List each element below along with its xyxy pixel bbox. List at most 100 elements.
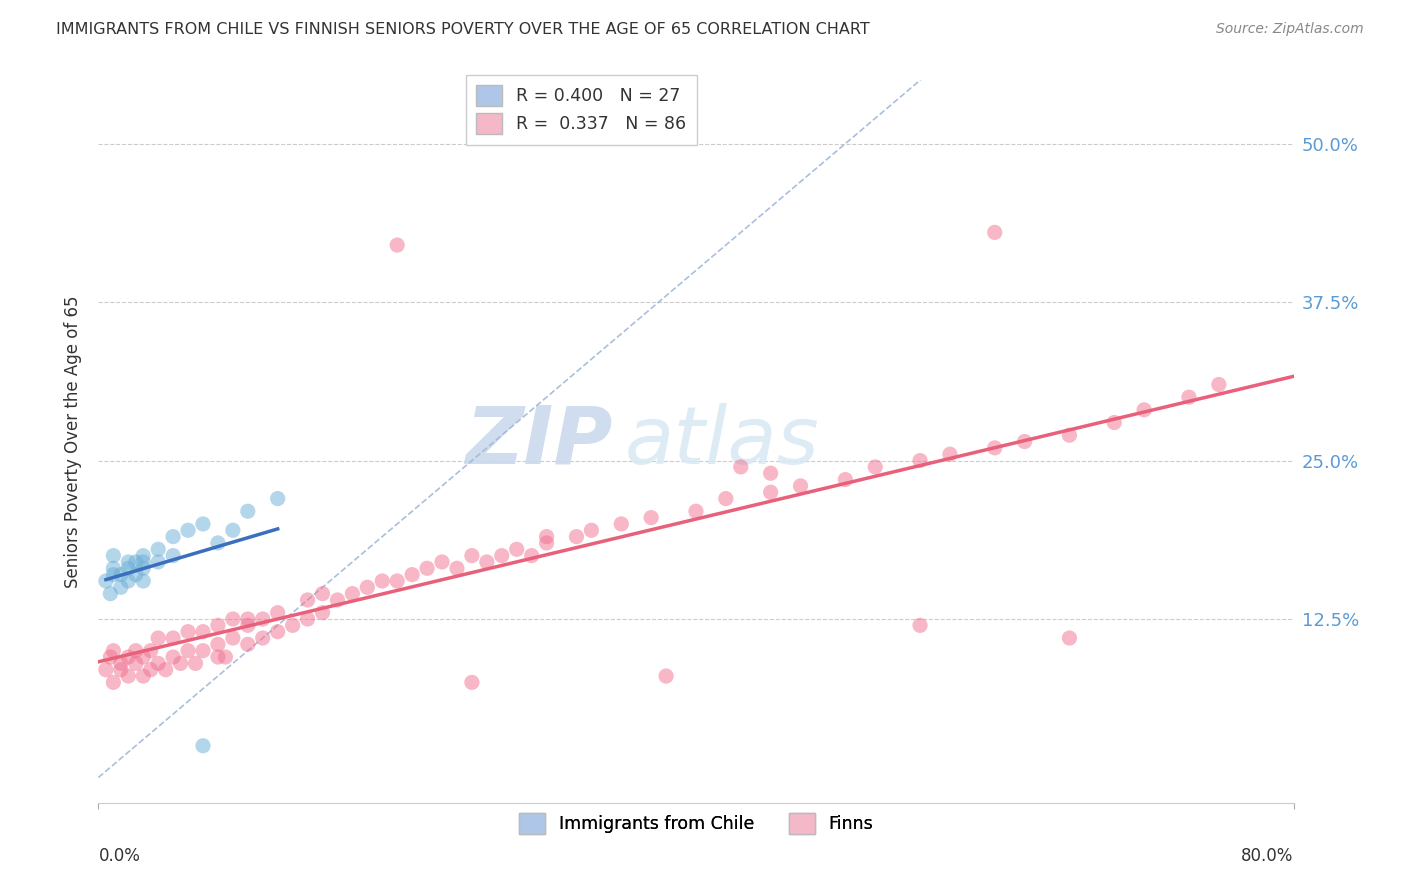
Point <box>110 580 132 594</box>
Point <box>446 561 468 575</box>
Point <box>834 473 856 487</box>
Point <box>730 459 752 474</box>
Point <box>222 631 245 645</box>
Point <box>685 504 707 518</box>
Point <box>214 650 236 665</box>
Point <box>132 549 155 563</box>
Point <box>139 663 162 677</box>
Point <box>132 650 155 665</box>
Point <box>148 555 170 569</box>
Point <box>125 555 148 569</box>
Point <box>132 669 155 683</box>
Point <box>385 574 409 588</box>
Point <box>117 650 139 665</box>
Point <box>236 637 259 651</box>
Point <box>1104 416 1126 430</box>
Point <box>125 643 148 657</box>
Point <box>117 574 139 588</box>
Point <box>1133 402 1156 417</box>
Point <box>1178 390 1201 404</box>
Point <box>94 663 117 677</box>
Point <box>236 504 259 518</box>
Point <box>506 542 529 557</box>
Point <box>177 523 200 537</box>
Point <box>908 453 931 467</box>
Point <box>385 238 409 252</box>
Point <box>207 536 229 550</box>
Point <box>311 606 333 620</box>
Point <box>311 587 333 601</box>
Point <box>865 459 887 474</box>
Point <box>267 491 290 506</box>
Text: 0.0%: 0.0% <box>98 847 141 865</box>
Point <box>117 555 139 569</box>
Point <box>94 574 117 588</box>
Point <box>191 624 214 639</box>
Point <box>125 567 148 582</box>
Point <box>103 561 125 575</box>
Point <box>169 657 191 671</box>
Point <box>281 618 304 632</box>
Point <box>103 567 125 582</box>
Point <box>162 650 184 665</box>
Point <box>132 555 155 569</box>
Point <box>222 612 245 626</box>
Text: Source: ZipAtlas.com: Source: ZipAtlas.com <box>1216 22 1364 37</box>
Point <box>132 574 155 588</box>
Point <box>1059 428 1081 442</box>
Point <box>356 580 378 594</box>
Text: IMMIGRANTS FROM CHILE VS FINNISH SENIORS POVERTY OVER THE AGE OF 65 CORRELATION : IMMIGRANTS FROM CHILE VS FINNISH SENIORS… <box>56 22 870 37</box>
Point <box>125 657 148 671</box>
Point <box>98 650 122 665</box>
Point <box>759 485 782 500</box>
Point <box>103 643 125 657</box>
Point <box>565 530 588 544</box>
Point <box>536 530 558 544</box>
Point <box>297 593 319 607</box>
Point <box>267 606 290 620</box>
Point <box>714 491 737 506</box>
Point <box>252 631 274 645</box>
Point <box>177 643 200 657</box>
Point <box>191 643 214 657</box>
Point <box>117 561 139 575</box>
Point <box>207 637 229 651</box>
Point <box>177 624 200 639</box>
Point <box>759 467 782 481</box>
Point <box>148 542 170 557</box>
Point <box>297 612 319 626</box>
Point <box>110 663 132 677</box>
Point <box>984 441 1007 455</box>
Point <box>491 549 513 563</box>
Point <box>475 555 498 569</box>
Y-axis label: Seniors Poverty Over the Age of 65: Seniors Poverty Over the Age of 65 <box>63 295 82 588</box>
Point <box>132 561 155 575</box>
Point <box>207 618 229 632</box>
Point <box>236 612 259 626</box>
Point <box>191 516 214 531</box>
Point <box>110 657 132 671</box>
Point <box>139 643 162 657</box>
Point <box>371 574 394 588</box>
Point <box>342 587 364 601</box>
Legend: Immigrants from Chile, Finns: Immigrants from Chile, Finns <box>512 806 880 841</box>
Text: 80.0%: 80.0% <box>1241 847 1294 865</box>
Point <box>236 618 259 632</box>
Point <box>148 657 170 671</box>
Point <box>103 675 125 690</box>
Point <box>110 567 132 582</box>
Point <box>655 669 678 683</box>
Point <box>401 567 423 582</box>
Point <box>939 447 962 461</box>
Point <box>184 657 207 671</box>
Point <box>461 675 484 690</box>
Point <box>610 516 633 531</box>
Point <box>536 536 558 550</box>
Point <box>191 739 214 753</box>
Point <box>789 479 811 493</box>
Point <box>207 650 229 665</box>
Point <box>252 612 274 626</box>
Point <box>640 510 662 524</box>
Point <box>581 523 603 537</box>
Point <box>416 561 439 575</box>
